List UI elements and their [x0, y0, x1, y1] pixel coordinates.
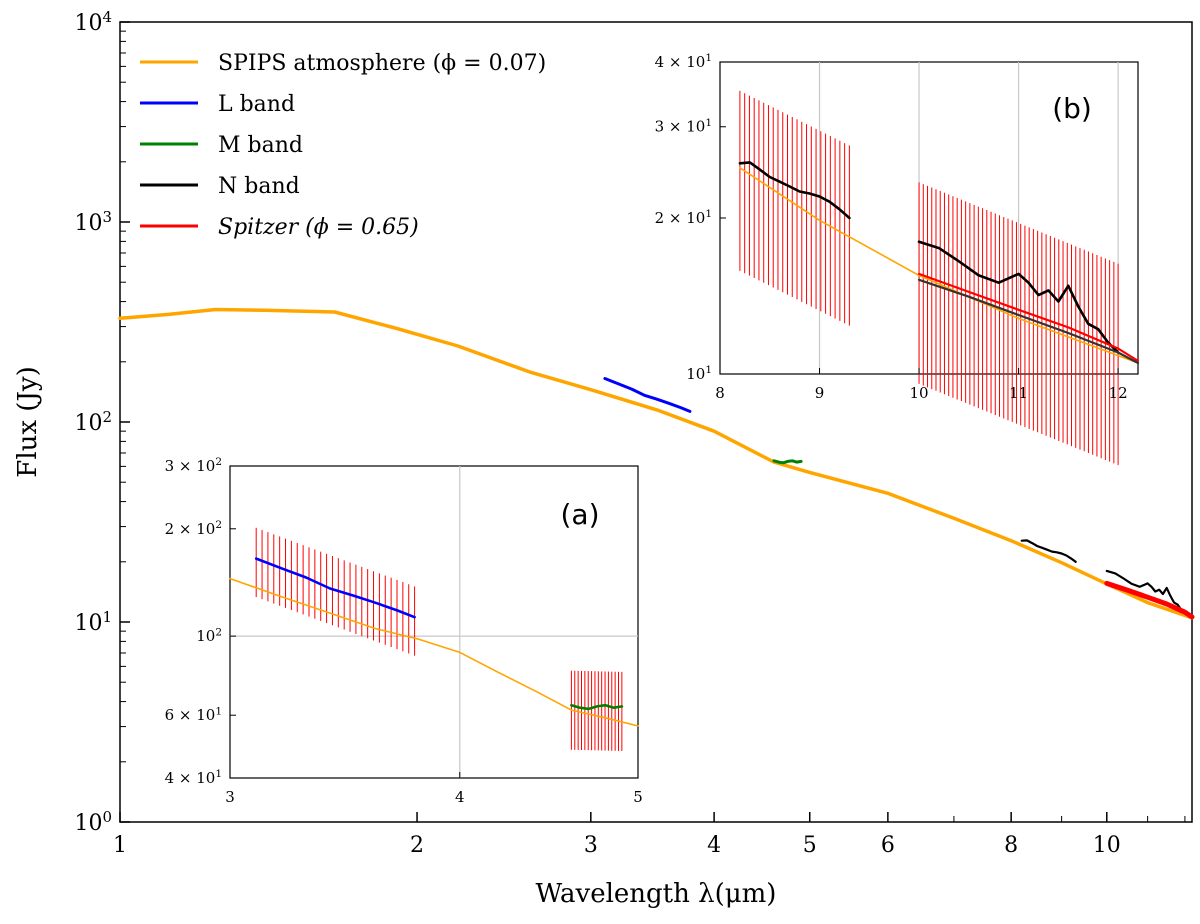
- inset-x-tick-label: 5: [633, 788, 643, 806]
- inset-b-n-band-8-9-3-m-line: [738, 161, 851, 220]
- inset-y-tick-label: 6 × 101: [165, 705, 222, 724]
- y-tick-label: 104: [74, 8, 112, 36]
- inset-b-errorbars: [739, 90, 1119, 466]
- inset-b-spitzer-line: [917, 272, 1140, 362]
- inset-a-m-band-line: [570, 703, 624, 711]
- inset-x-tick-label: 12: [1109, 384, 1128, 402]
- main-series: [118, 307, 1195, 620]
- inset-x-tick-label: 3: [225, 788, 235, 806]
- main-n-band-8-9-3-m-line: [1020, 539, 1077, 563]
- legend-label: SPIPS atmosphere (ϕ = 0.07): [218, 51, 546, 76]
- inset-b-n-band-10-12-m-line: [917, 240, 1120, 354]
- inset-y-tick-label: 3 × 101: [655, 117, 712, 136]
- inset-y-tick-label: 4 × 101: [165, 768, 222, 787]
- y-tick-label: 100: [74, 808, 112, 836]
- main-l-band-line: [603, 377, 692, 413]
- legend-label: L band: [218, 92, 295, 117]
- legend-label: N band: [218, 174, 300, 199]
- x-tick-label: 5: [803, 833, 817, 858]
- x-tick-label: 4: [707, 833, 721, 858]
- x-axis-label: Wavelength λ(μm): [536, 879, 777, 909]
- inset-a-l-band-line: [254, 557, 416, 619]
- x-tick-label: 1: [113, 833, 127, 858]
- inset-a-spips-atmosphere-line: [229, 577, 639, 727]
- y-tick-label: 103: [74, 208, 112, 236]
- inset-x-tick-label: 9: [815, 384, 825, 402]
- x-tick-label: 10: [1093, 833, 1121, 858]
- inset-b-ticks: 8 9 10 11 12 101 2 × 101 3 × 101 4 × 101: [655, 52, 1128, 402]
- inset-a: 3 4 5 4 × 101 6 × 101 102 2 × 102 3 × 102 (a): [165, 456, 643, 806]
- inset-a-grid: [230, 466, 638, 778]
- main-minor-ticks: [120, 30, 1186, 822]
- inset-y-tick-label: 2 × 102: [165, 519, 222, 538]
- legend-label: Spitzer (ϕ = 0.65): [218, 215, 419, 240]
- inset-y-tick-label: 101: [686, 364, 712, 383]
- main-spitzer-line: [1104, 580, 1195, 620]
- main-m-band-line: [772, 459, 803, 465]
- inset-b-spitzer-dark-line: [917, 278, 1140, 365]
- inset-y-tick-label: 102: [196, 626, 222, 645]
- x-tick-label: 6: [881, 833, 895, 858]
- inset-a-tag: (a): [560, 498, 599, 531]
- inset-b-frame: [719, 61, 1139, 375]
- inset-b-series: [738, 161, 1140, 365]
- inset-a-ticks: 3 4 5 4 × 101 6 × 101 102 2 × 102 3 × 102: [165, 456, 643, 806]
- inset-b: 8 9 10 11 12 101 2 × 101 3 × 101 4 × 101 (b): [655, 52, 1140, 466]
- inset-y-tick-label: 2 × 101: [655, 208, 712, 227]
- inset-y-tick-label: 3 × 102: [165, 456, 222, 475]
- legend-label: M band: [218, 133, 303, 158]
- main-x-ticks: 1 2 3 4 5 6 8 10: [113, 812, 1121, 858]
- main-spips-atmosphere-line: [118, 307, 1194, 620]
- x-tick-label: 8: [1004, 833, 1018, 858]
- inset-x-tick-label: 4: [455, 788, 465, 806]
- y-tick-label: 102: [74, 408, 112, 436]
- inset-a-frame: [229, 465, 639, 779]
- main-y-ticks: 100 101 102 103 104: [74, 8, 130, 836]
- inset-b-spips-atmosphere-line: [739, 167, 1139, 364]
- inset-x-tick-label: 8: [715, 384, 725, 402]
- y-axis-label: Flux (Jy): [13, 366, 43, 477]
- x-tick-label: 3: [584, 833, 598, 858]
- inset-a-series: [229, 557, 639, 727]
- inset-b-tag: (b): [1052, 92, 1092, 125]
- inset-x-tick-label: 11: [1009, 384, 1028, 402]
- inset-x-tick-label: 10: [910, 384, 929, 402]
- y-tick-label: 101: [74, 608, 112, 636]
- legend: SPIPS atmosphere (ϕ = 0.07) L band M band N…: [140, 51, 546, 240]
- main-n-band-10-12-m-line: [1105, 569, 1187, 615]
- inset-y-tick-label: 4 × 101: [655, 52, 712, 71]
- x-tick-label: 2: [410, 833, 424, 858]
